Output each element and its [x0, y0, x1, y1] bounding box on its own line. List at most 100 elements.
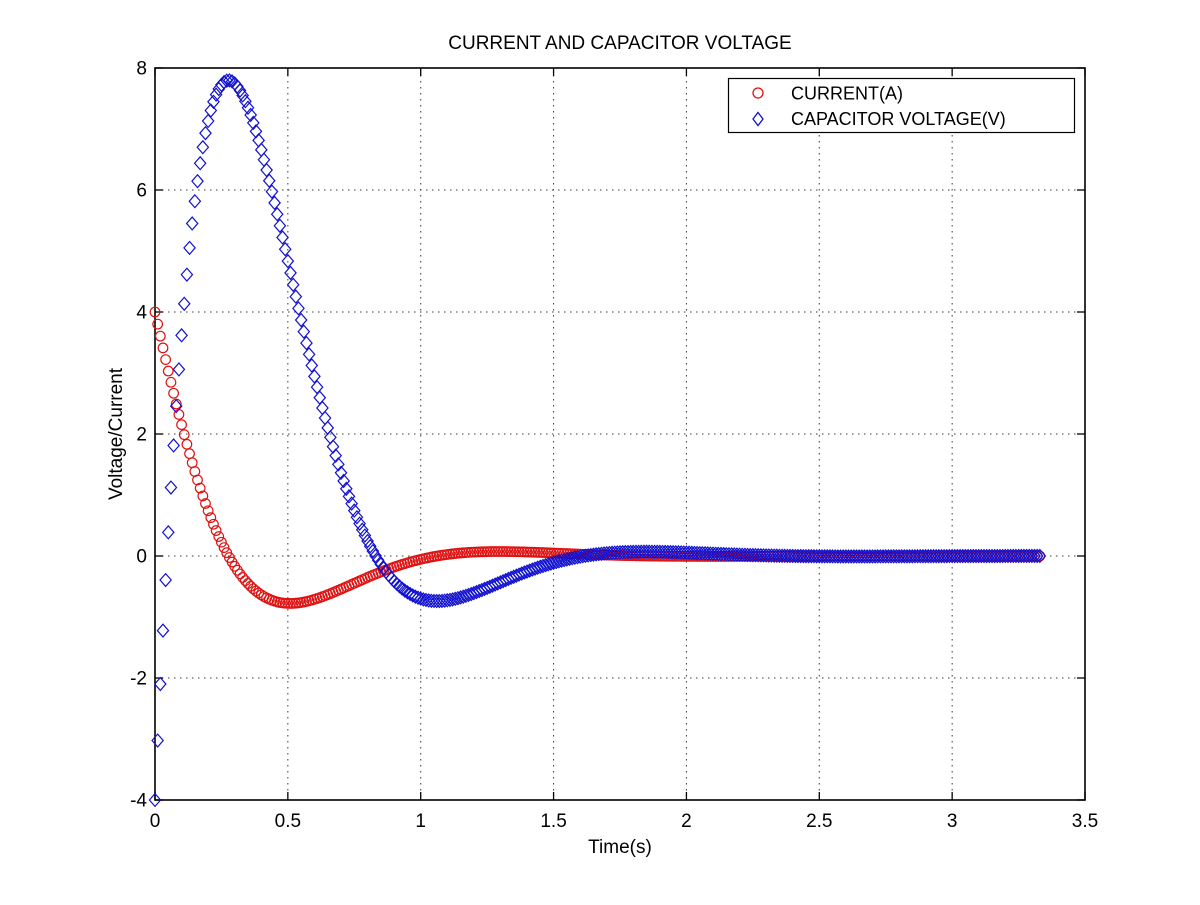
voltage-data-marker — [440, 593, 454, 608]
voltage-data-marker — [225, 74, 239, 89]
voltage-data-marker — [446, 592, 459, 607]
voltage-data-marker — [270, 206, 284, 222]
voltage-data-marker — [454, 590, 467, 605]
voltage-data-marker — [244, 107, 258, 123]
voltage-data-marker — [398, 583, 412, 598]
current-data-marker — [168, 387, 180, 399]
voltage-data-marker — [448, 591, 462, 607]
current-data-marker — [526, 546, 538, 558]
voltage-data-marker — [153, 676, 167, 692]
current-data-marker — [162, 365, 174, 377]
voltage-data-marker — [294, 312, 308, 328]
current-data-marker — [516, 546, 528, 558]
voltage-data-marker — [334, 465, 348, 481]
voltage-data-marker — [422, 593, 436, 608]
voltage-data-marker — [220, 73, 234, 88]
current-data-marker — [200, 498, 211, 509]
x-tick-label: 2.5 — [806, 811, 832, 832]
voltage-data-marker — [539, 557, 552, 573]
voltage-data-marker — [395, 581, 409, 596]
x-tick-label: 1.5 — [540, 811, 566, 832]
voltage-data-marker — [302, 347, 316, 362]
y-tick-label: -2 — [130, 669, 147, 690]
current-data-marker — [285, 598, 296, 609]
current-data-marker — [497, 546, 509, 557]
voltage-data-marker — [286, 277, 300, 293]
voltage-data-marker — [342, 489, 356, 504]
voltage-data-marker — [265, 184, 279, 199]
voltage-data-marker — [175, 328, 188, 343]
current-data-marker — [213, 531, 225, 542]
voltage-data-marker — [337, 473, 351, 489]
current-data-marker — [282, 598, 294, 609]
voltage-data-marker — [536, 558, 550, 574]
x-tick-label: 0.5 — [275, 811, 301, 832]
voltage-data-marker — [161, 525, 175, 540]
x-tick-label: 0 — [150, 811, 161, 832]
voltage-data-marker — [329, 448, 343, 463]
voltage-data-marker — [555, 553, 568, 568]
current-data-marker — [197, 490, 209, 502]
y-tick-label: 4 — [136, 303, 147, 324]
current-data-marker — [500, 546, 512, 557]
voltage-data-marker — [164, 480, 178, 495]
voltage-data-marker — [238, 93, 252, 109]
voltage-data-marker — [262, 173, 276, 189]
legend-box — [727, 77, 1076, 134]
voltage-data-marker — [289, 289, 303, 304]
chart-title: CURRENT AND CAPACITOR VOLTAGE — [448, 33, 791, 54]
voltage-data-marker — [268, 195, 281, 211]
current-data-marker — [513, 546, 525, 558]
gridlines — [156, 69, 1084, 799]
voltage-data-marker — [1033, 548, 1047, 564]
legend-label-voltage: CAPACITOR VOLTAGE(V) — [791, 109, 1006, 129]
current-data-marker — [181, 438, 193, 450]
voltage-data-marker — [563, 551, 576, 567]
current-data-marker — [508, 546, 520, 558]
current-data-marker — [479, 546, 490, 558]
voltage-data-marker — [167, 438, 180, 453]
current-data-marker — [186, 457, 198, 469]
voltage-data-marker — [560, 552, 574, 567]
voltage-data-marker — [310, 379, 324, 395]
current-data-marker — [484, 546, 496, 557]
legend: CURRENT(A) CAPACITOR VOLTAGE(V) — [727, 77, 1076, 134]
voltage-data-marker — [459, 588, 473, 604]
voltage-data-marker — [159, 572, 173, 588]
x-tick-label: 1 — [415, 811, 426, 832]
voltage-data-marker — [361, 533, 374, 549]
voltage-data-marker — [278, 241, 292, 257]
voltage-data-marker — [350, 509, 364, 525]
current-data-marker — [489, 546, 501, 557]
voltage-data-marker — [549, 554, 563, 570]
voltage-data-marker — [305, 358, 319, 373]
voltage-data-marker — [363, 538, 377, 554]
current-data-marker — [492, 546, 504, 557]
voltage-data-marker — [345, 496, 359, 511]
voltage-data-marker — [183, 240, 196, 256]
voltage-data-marker — [531, 560, 545, 576]
x-tick-label: 2 — [681, 811, 692, 832]
current-data-marker — [205, 512, 217, 524]
voltage-data-marker — [199, 125, 212, 141]
current-data-marker — [481, 546, 493, 558]
voltage-data-marker — [191, 173, 204, 189]
current-data-marker — [521, 546, 533, 558]
series-current-markers — [149, 306, 1046, 609]
current-data-marker — [234, 568, 246, 580]
current-data-marker — [473, 546, 485, 558]
voltage-data-marker — [544, 556, 558, 571]
current-data-marker — [152, 318, 164, 330]
voltage-data-marker — [169, 398, 183, 414]
voltage-data-marker — [1030, 548, 1044, 564]
current-data-marker — [495, 546, 506, 557]
voltage-data-marker — [565, 550, 579, 566]
voltage-data-marker — [358, 528, 372, 543]
current-data-marker — [154, 330, 166, 342]
voltage-data-marker — [297, 324, 311, 339]
voltage-data-marker — [292, 301, 305, 316]
current-data-marker — [529, 546, 541, 558]
voltage-data-marker — [151, 733, 165, 748]
voltage-data-marker — [300, 335, 313, 351]
